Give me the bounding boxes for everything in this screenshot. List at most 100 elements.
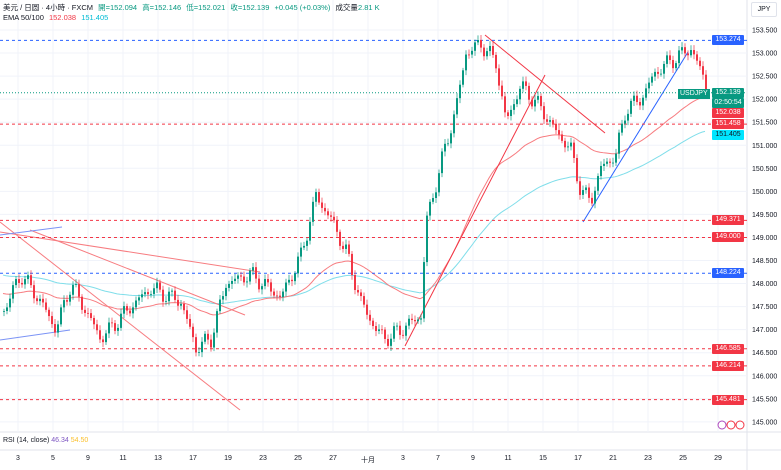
candle-body — [225, 287, 227, 297]
candle-body — [630, 100, 632, 114]
ema50-price-label: 152.038 — [712, 108, 744, 118]
event-icon — [726, 420, 736, 430]
candle-body — [615, 153, 617, 163]
candle-body — [669, 55, 671, 61]
candle-body — [492, 46, 494, 55]
candle-body — [702, 66, 704, 75]
candle-body — [33, 285, 35, 299]
candle-body — [336, 220, 338, 232]
price-level-label[interactable]: 151.458 — [712, 119, 744, 130]
candle-body — [54, 324, 56, 333]
candle-body — [138, 297, 140, 301]
price-level-label[interactable]: 146.585 — [712, 343, 744, 354]
candle-body — [216, 311, 218, 333]
price-tick: 152.000 — [752, 97, 777, 104]
candle-body — [102, 339, 104, 343]
time-tick: 5 — [51, 455, 55, 462]
candle-body — [558, 130, 560, 135]
currency-button[interactable]: JPY — [751, 2, 777, 17]
open-value: 開=152.094 — [98, 3, 138, 12]
ema-legend[interactable]: EMA 50/100 152.038 151.405 — [3, 13, 111, 22]
candle-body — [537, 96, 539, 100]
time-tick: 9 — [471, 455, 475, 462]
price-level-label[interactable]: 149.371 — [712, 215, 744, 226]
symbol-title[interactable]: 美元 / 日圆 · 4小時 · FXCM — [3, 3, 93, 12]
candle-body — [351, 253, 353, 275]
rsi-legend[interactable]: RSI (14, close) 46.34 54.50 — [3, 437, 88, 444]
time-tick: 17 — [189, 455, 197, 462]
candle-body — [414, 319, 416, 322]
candle-body — [693, 50, 695, 55]
candle-body — [522, 81, 524, 89]
candle-body — [363, 296, 365, 305]
price-level-label[interactable]: 149.000 — [712, 232, 744, 243]
candle-body — [465, 54, 467, 71]
candle-body — [660, 73, 662, 75]
candle-body — [252, 267, 254, 271]
candle-body — [207, 333, 209, 340]
ticker-tag: USDJPY — [678, 89, 710, 99]
candle-body — [531, 99, 533, 107]
candle-body — [369, 314, 371, 321]
candle-body — [288, 279, 290, 283]
time-tick: 13 — [154, 455, 162, 462]
candle-body — [57, 324, 59, 333]
candle-body — [579, 181, 581, 195]
candle-body — [312, 201, 314, 222]
candle-body — [480, 40, 482, 48]
time-tick: 11 — [119, 455, 127, 462]
candle-body — [318, 192, 320, 203]
candle-body — [420, 318, 422, 320]
volume-label: 成交量 — [335, 3, 358, 12]
candle-body — [267, 279, 269, 283]
candle-body — [402, 334, 404, 336]
ema-label: EMA 50/100 — [3, 13, 44, 22]
candle-body — [87, 312, 89, 314]
price-level-label[interactable]: 146.214 — [712, 360, 744, 371]
candle-body — [411, 318, 413, 320]
candle-body — [42, 298, 44, 303]
candle-body — [438, 173, 440, 193]
candle-body — [345, 244, 347, 249]
candle-body — [156, 282, 158, 289]
high-value: 高=152.146 — [142, 3, 182, 12]
candle-body — [375, 326, 377, 332]
price-level-label[interactable]: 153.274 — [712, 35, 744, 46]
candle-body — [675, 63, 677, 69]
candle-body — [591, 197, 593, 204]
candle-body — [219, 299, 221, 312]
candle-body — [564, 140, 566, 148]
candle-body — [123, 306, 125, 314]
candle-body — [393, 326, 395, 339]
candle-body — [621, 123, 623, 133]
candle-body — [450, 133, 452, 144]
price-level-label[interactable]: 148.224 — [712, 268, 744, 279]
candle-body — [552, 120, 554, 124]
price-tick: 148.500 — [752, 258, 777, 265]
price-level-label[interactable]: 145.481 — [712, 394, 744, 405]
candle-body — [681, 47, 683, 51]
candle-body — [135, 300, 137, 308]
candle-body — [93, 317, 95, 325]
trendline — [404, 74, 546, 347]
candle-body — [513, 104, 515, 110]
candle-body — [342, 245, 344, 249]
rsi-value: 46.34 — [51, 437, 69, 444]
candle-body — [132, 307, 134, 314]
candle-body — [66, 300, 68, 302]
trendline — [582, 51, 689, 223]
candle-body — [549, 120, 551, 122]
volume-value: 2.81 K — [357, 3, 380, 12]
price-tick: 149.500 — [752, 212, 777, 219]
time-tick: 3 — [401, 455, 405, 462]
candle-body — [396, 325, 398, 327]
candle-body — [357, 289, 359, 293]
candle-body — [69, 294, 71, 302]
candle-body — [618, 132, 620, 154]
candle-body — [306, 240, 308, 246]
candle-body — [159, 282, 161, 290]
candle-body — [582, 190, 584, 195]
candle-body — [210, 339, 212, 348]
